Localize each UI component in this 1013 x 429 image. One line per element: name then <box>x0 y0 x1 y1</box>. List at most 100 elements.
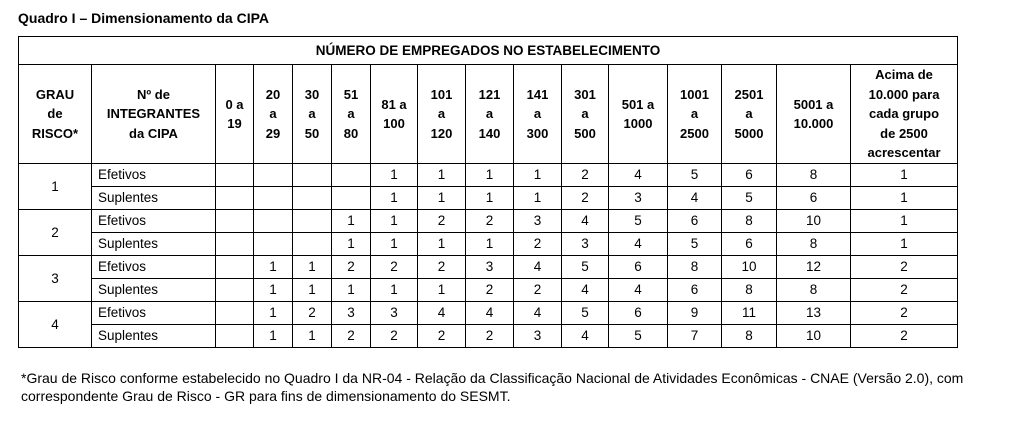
table-cell: 1 <box>253 278 293 302</box>
column-header-range: 141 a 300 <box>513 64 562 164</box>
table-cell: 2 <box>465 324 514 348</box>
column-header-range: 5001 a 10.000 <box>776 64 851 164</box>
table-cell: 13 <box>776 301 851 325</box>
table-cell: 2 <box>561 163 609 187</box>
table-cell: 5 <box>561 255 609 279</box>
column-header-range: 81 a 100 <box>370 64 418 164</box>
table-cell <box>215 163 254 187</box>
table-cell: 4 <box>608 232 668 256</box>
table-cell <box>215 209 254 233</box>
table-cell: 1 <box>370 163 418 187</box>
table-cell: 6 <box>721 163 777 187</box>
table-cell: 2 <box>331 255 371 279</box>
table-cell: 4 <box>465 301 514 325</box>
table-cell: 2 <box>417 209 466 233</box>
table-cell: 4 <box>561 278 609 302</box>
table-row: 1 Efetivos 1 1 1 1 2 4 5 6 8 1 <box>18 163 959 210</box>
table-cell: 4 <box>417 301 466 325</box>
table-cell: 11 <box>721 301 777 325</box>
table-cell: 10 <box>776 324 851 348</box>
column-header-range: 1001 a 2500 <box>667 64 722 164</box>
group-header: NÚMERO DE EMPREGADOS NO ESTABELECIMENTO <box>17 36 959 65</box>
table-cell <box>215 324 254 348</box>
cipa-sizing-table: NÚMERO DE EMPREGADOS NO ESTABELECIMENTO … <box>17 36 959 348</box>
table-cell: 8 <box>776 278 851 302</box>
table-row: 2 Efetivos 1 1 2 2 3 4 5 6 8 10 1 <box>18 209 959 256</box>
column-header-row: GRAU de RISCO* Nº de INTEGRANTES da CIPA… <box>18 64 959 164</box>
table-cell: 1 <box>417 163 466 187</box>
table-cell: 5 <box>667 232 722 256</box>
table-cell: 1 <box>513 163 562 187</box>
member-type-label: Efetivos <box>91 255 216 279</box>
table-cell: 1 <box>331 278 371 302</box>
table-cell: 2 <box>849 255 959 279</box>
table-cell: 1 <box>417 186 466 210</box>
table-cell <box>215 186 254 210</box>
risk-grade-cell: 3 <box>18 255 92 302</box>
table-row: Suplentes 1 1 1 1 2 3 4 5 6 1 <box>19 186 959 210</box>
table-cell: 8 <box>721 278 777 302</box>
table-cell: 8 <box>721 324 777 348</box>
table-cell: 2 <box>370 255 418 279</box>
table-cell: 12 <box>776 255 851 279</box>
table-cell: 2 <box>292 301 332 325</box>
table-cell: 1 <box>465 163 514 187</box>
table-cell: 1 <box>331 232 371 256</box>
risk-grade-cell: 1 <box>18 163 92 210</box>
table-cell <box>253 163 293 187</box>
table-cell: 1 <box>370 232 418 256</box>
column-header-range: 51 a 80 <box>331 64 371 164</box>
table-cell: 2 <box>370 324 418 348</box>
table-cell: 6 <box>721 232 777 256</box>
member-type-label: Suplentes <box>91 186 216 210</box>
table-cell: 1 <box>417 278 466 302</box>
table-cell: 4 <box>513 301 562 325</box>
column-header-range: 101 a 120 <box>417 64 466 164</box>
table-cell <box>292 163 332 187</box>
table-cell: 3 <box>513 209 562 233</box>
table-row: 4 Efetivos 1 2 3 3 4 4 4 5 6 9 11 13 2 <box>18 301 959 348</box>
footnote: *Grau de Risco conforme estabelecido no … <box>21 370 964 404</box>
table-cell <box>253 209 293 233</box>
table-cell: 6 <box>608 301 668 325</box>
member-type-label: Efetivos <box>91 163 216 187</box>
column-header-members: Nº de INTEGRANTES da CIPA <box>91 64 216 164</box>
column-header-range: 501 a 1000 <box>608 64 668 164</box>
table-cell: 3 <box>608 186 668 210</box>
table-cell: 9 <box>667 301 722 325</box>
table-cell <box>331 186 371 210</box>
member-type-label: Efetivos <box>91 209 216 233</box>
member-type-label: Efetivos <box>91 301 216 325</box>
table-cell: 1 <box>292 324 332 348</box>
table-cell: 1 <box>370 186 418 210</box>
table-cell: 5 <box>561 301 609 325</box>
column-header-range: 20 a 29 <box>253 64 293 164</box>
table-cell: 8 <box>721 209 777 233</box>
table-cell: 3 <box>331 301 371 325</box>
table-cell: 4 <box>608 278 668 302</box>
table-cell <box>253 232 293 256</box>
table-cell: 1 <box>465 232 514 256</box>
table-cell: 2 <box>417 255 466 279</box>
risk-grade-cell: 2 <box>18 209 92 256</box>
table-cell: 10 <box>721 255 777 279</box>
table-cell <box>292 186 332 210</box>
column-header-range: 301 a 500 <box>561 64 609 164</box>
table-cell: 2 <box>417 324 466 348</box>
table-cell <box>253 186 293 210</box>
table-cell: 10 <box>776 209 851 233</box>
table-cell: 1 <box>849 186 959 210</box>
table-cell: 2 <box>331 324 371 348</box>
table-cell: 2 <box>465 209 514 233</box>
table-cell: 5 <box>667 163 722 187</box>
table-row: Suplentes 1 1 1 1 1 2 2 4 4 6 8 8 2 <box>19 278 959 302</box>
table-cell <box>215 232 254 256</box>
table-cell: 4 <box>608 163 668 187</box>
table-cell: 7 <box>667 324 722 348</box>
table-cell: 5 <box>721 186 777 210</box>
table-cell <box>215 255 254 279</box>
table-cell: 4 <box>667 186 722 210</box>
table-cell: 4 <box>513 255 562 279</box>
table-cell: 4 <box>561 324 609 348</box>
table-cell <box>292 232 332 256</box>
